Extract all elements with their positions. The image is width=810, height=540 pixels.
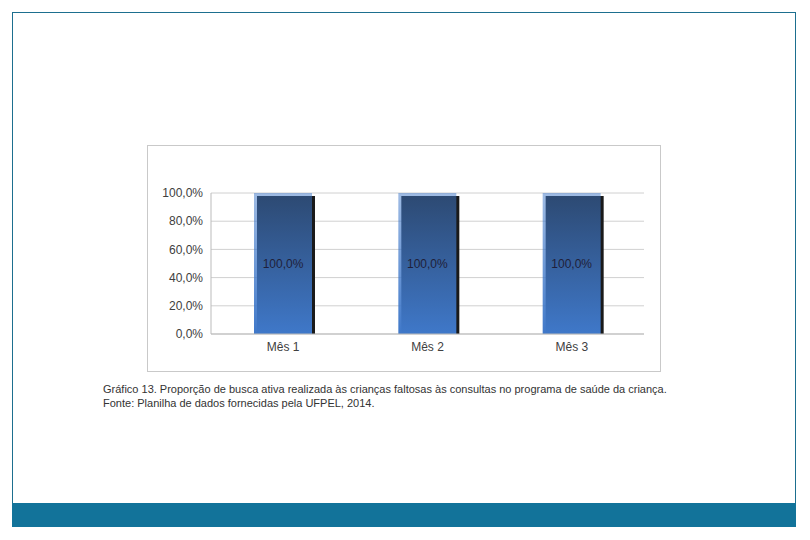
svg-text:0,0%: 0,0% bbox=[176, 327, 204, 341]
svg-text:100,0%: 100,0% bbox=[162, 186, 203, 200]
html-text:Gráfico 13. Proporção de busca: Gráfico 13. Proporção de busca ativa rea… bbox=[103, 383, 667, 395]
svg-text:Mês 3: Mês 3 bbox=[555, 340, 588, 354]
svg-text:100,0%: 100,0% bbox=[407, 257, 448, 271]
svg-text:Mês 2: Mês 2 bbox=[411, 340, 444, 354]
svg-text:40,0%: 40,0% bbox=[169, 271, 203, 285]
svg-text:100,0%: 100,0% bbox=[551, 257, 592, 271]
svg-text:Mês 1: Mês 1 bbox=[267, 340, 300, 354]
svg-text:60,0%: 60,0% bbox=[169, 243, 203, 257]
svg-text:80,0%: 80,0% bbox=[169, 214, 203, 228]
svg-text:20,0%: 20,0% bbox=[169, 299, 203, 313]
html-text:Fonte: Planilha de dados forne: Fonte: Planilha de dados fornecidas pela… bbox=[103, 397, 375, 409]
svg-text:100,0%: 100,0% bbox=[263, 257, 304, 271]
